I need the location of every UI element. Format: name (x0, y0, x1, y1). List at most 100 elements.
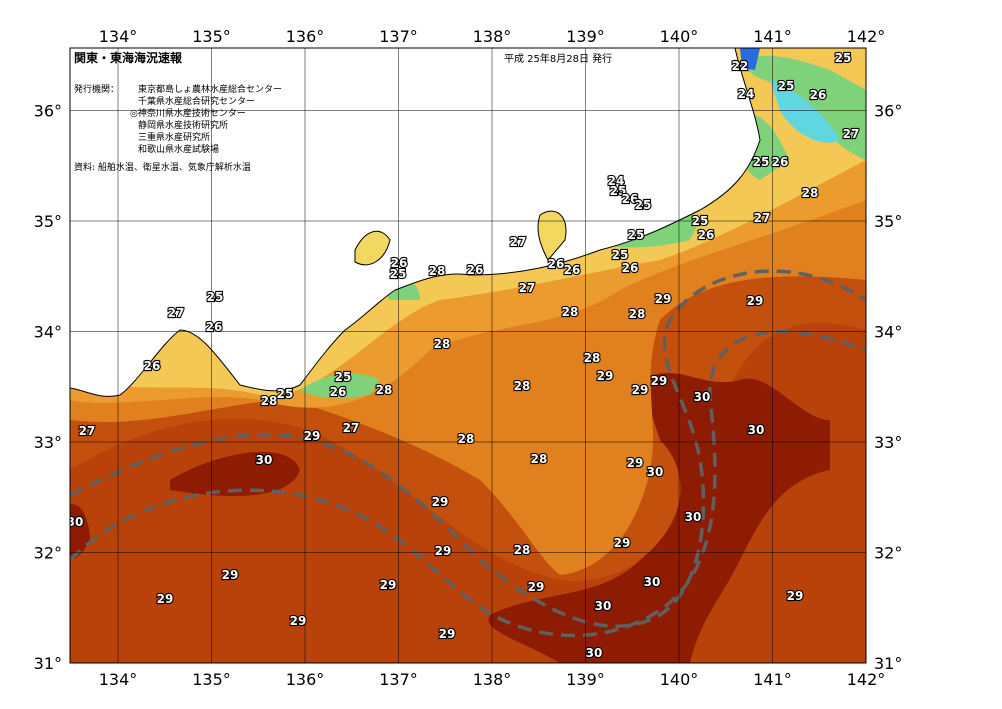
issuer: 静岡県水産技術研究所 (138, 119, 228, 131)
contour-label: 26 (144, 359, 161, 373)
contour-label: 27 (843, 127, 860, 141)
contour-label: 25 (635, 198, 652, 212)
longitude-label: 137° (379, 27, 418, 46)
contour-label: 29 (157, 592, 174, 606)
latitude-label: 34° (34, 323, 62, 342)
contour-label: 29 (614, 536, 631, 550)
longitude-label: 136° (286, 27, 325, 46)
longitude-label: 134° (99, 27, 138, 46)
sea-22 (740, 48, 760, 70)
latitude-label: 35° (874, 212, 902, 231)
latitude-label: 34° (874, 323, 902, 342)
issuer-list: 東京都島しょ農林水産総合センター千葉県水産総合研究センター◎神奈川県水産技術セン… (130, 83, 282, 155)
contour-label: 28 (429, 264, 446, 278)
contour-label: 26 (810, 88, 827, 102)
contour-label: 29 (432, 495, 449, 509)
latitude-label: 36° (34, 102, 62, 121)
contour-label: 30 (644, 575, 661, 589)
sea-25 (300, 55, 866, 399)
contour-label: 30 (647, 465, 664, 479)
longitude-label: 138° (473, 670, 512, 689)
contour-label: 26 (622, 261, 639, 275)
contour-label: 27 (343, 421, 360, 435)
longitude-label: 135° (192, 670, 231, 689)
contour-label: 26 (391, 256, 408, 270)
contour-label: 28 (562, 305, 579, 319)
kuroshio-axis (70, 269, 866, 628)
contour-label: 29 (787, 589, 804, 603)
source: 資料: 船舶水温、衛星水温、気象庁解析水温 (74, 161, 251, 173)
contour-label: 29 (290, 614, 307, 628)
latitude-label: 31° (34, 654, 62, 673)
contour-label: 25 (277, 387, 294, 401)
contour-label: 29 (439, 627, 456, 641)
contour-label: 30 (748, 423, 765, 437)
contour-label: 29 (528, 580, 545, 594)
contour-label: 24 (738, 87, 755, 101)
contour-label: 28 (531, 452, 548, 466)
contour-label: 28 (514, 543, 531, 557)
contour-label: 28 (514, 379, 531, 393)
contour-label: 26 (622, 192, 639, 206)
sea-30 (170, 451, 300, 496)
contour-label: 28 (261, 394, 278, 408)
longitude-label: 139° (566, 670, 605, 689)
contour-label: 27 (519, 281, 536, 295)
longitude-label: 140° (660, 27, 699, 46)
contour-label: 25 (207, 290, 224, 304)
contour-label: 30 (694, 390, 711, 404)
contour-label: 25 (335, 370, 352, 384)
latitude-label: 35° (34, 212, 62, 231)
contour-label: 30 (586, 646, 603, 660)
contour-label: 27 (168, 306, 185, 320)
contour-label: 26 (467, 263, 484, 277)
issuer: 東京都島しょ農林水産総合センター (138, 83, 282, 95)
contour-label: 26 (698, 228, 715, 242)
latitude-label: 36° (874, 102, 902, 121)
bay (354, 210, 567, 266)
contour-label: 29 (627, 456, 644, 470)
title: 関東・東海海況速報 (74, 50, 183, 65)
contour-label: 29 (655, 292, 672, 306)
issue-date: 平成 25年8月28日 発行 (504, 52, 612, 65)
contour-label: 25 (692, 214, 709, 228)
latitude-label: 33° (874, 433, 902, 452)
sea-24 (770, 80, 840, 143)
contour-label: 28 (584, 351, 601, 365)
longitude-label: 141° (753, 27, 792, 46)
contour-label: 28 (629, 307, 646, 321)
contour-label: 26 (772, 155, 789, 169)
longitude-label: 140° (660, 670, 699, 689)
longitude-label: 134° (99, 670, 138, 689)
contour-label: 28 (802, 186, 819, 200)
latitude-label: 32° (34, 544, 62, 563)
contour-label: 29 (435, 544, 452, 558)
contour-label: 26 (330, 385, 347, 399)
longitude-label: 135° (192, 27, 231, 46)
contour-label: 22 (732, 59, 749, 73)
contour-label: 30 (595, 599, 612, 613)
contour-label: 27 (754, 211, 771, 225)
sea-30 (488, 372, 830, 663)
frame (69, 47, 867, 664)
axis-labels: 134° 134° 135° 135° 136° 136° 137° 137° 138° 138°… (34, 27, 903, 689)
issuer: 三重県水産研究所 (138, 131, 210, 143)
kuroshio-axis (70, 330, 866, 638)
issuer-label: 発行機関： (74, 83, 119, 95)
contour-label: 25 (612, 248, 629, 262)
longitude-label: 142° (847, 670, 886, 689)
contour-label: 26 (548, 257, 565, 271)
contour-label: 28 (458, 432, 475, 446)
contour-label: 24 (608, 174, 625, 188)
contour-label: 29 (651, 374, 668, 388)
longitude-label: 139° (566, 27, 605, 46)
contour-label: 25 (628, 228, 645, 242)
contour-label: 29 (222, 568, 239, 582)
contour-label: 29 (597, 369, 614, 383)
issuer: 千葉県水産総合研究センター (138, 95, 255, 107)
contour-label: 25 (390, 267, 407, 281)
longitude-label: 141° (753, 670, 792, 689)
latitude-label: 32° (874, 544, 902, 563)
